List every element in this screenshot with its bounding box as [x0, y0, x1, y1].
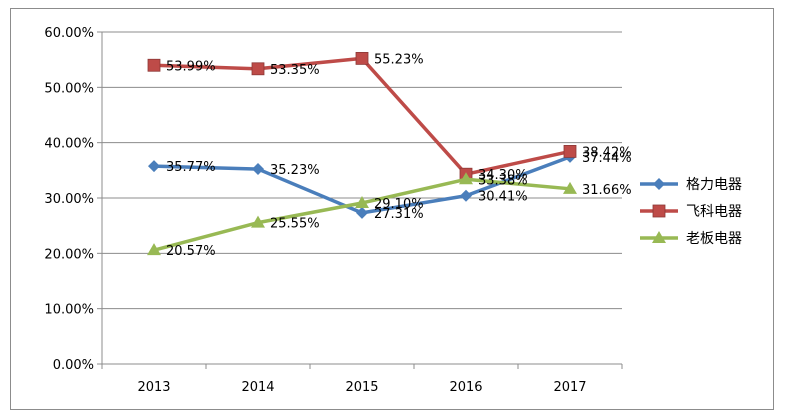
- series-line: [153, 56, 571, 176]
- legend-label: 老板电器: [686, 231, 742, 247]
- data-point-marker: [563, 145, 577, 158]
- data-point-marker: [460, 189, 472, 202]
- data-label: 38.42%: [582, 145, 632, 160]
- x-tick-label: 2017: [553, 380, 586, 395]
- data-point-marker: [252, 163, 264, 176]
- data-point-marker: [355, 51, 369, 65]
- data-label: 53.99%: [166, 59, 216, 74]
- data-labels: 35.77% 35.23% 27.31% 30.41% 37.44% 53.99% 53.3…: [166, 52, 632, 259]
- legend-label: 飞科电器: [686, 204, 742, 220]
- x-tick-label: 2015: [345, 380, 378, 395]
- data-label: 29.10%: [374, 197, 424, 212]
- data-label: 55.23%: [374, 52, 424, 67]
- data-label: 33.38%: [478, 173, 528, 188]
- data-point-marker: [355, 195, 369, 208]
- data-label: 20.57%: [166, 244, 216, 259]
- y-tick-label: 0.00%: [53, 358, 94, 373]
- data-label: 53.35%: [270, 63, 320, 78]
- legend-marker: [652, 231, 666, 243]
- series-lines: [147, 51, 577, 256]
- data-label: 30.41%: [478, 190, 528, 205]
- y-tick-label: 60.00%: [44, 26, 94, 41]
- y-tick-label: 20.00%: [44, 247, 94, 262]
- gridlines: [102, 31, 622, 310]
- data-point-marker: [251, 62, 265, 76]
- y-tick-label: 30.00%: [44, 192, 94, 207]
- data-label: 34.30%: [478, 168, 528, 183]
- data-point-marker: [147, 58, 161, 72]
- y-tick-label: 40.00%: [44, 137, 94, 152]
- x-tick-label: 2014: [241, 380, 274, 395]
- x-tick-label: 2016: [449, 380, 482, 395]
- axes: 0.00% 10.00% 20.00% 30.00% 40.00% 50.00% 60.00…: [44, 26, 623, 395]
- legend-marker: [653, 178, 665, 190]
- data-point-marker: [251, 215, 265, 228]
- data-point-marker: [563, 181, 577, 194]
- data-label: 27.31%: [374, 207, 424, 222]
- legend-marker: [652, 204, 666, 218]
- y-tick-label: 10.00%: [44, 303, 94, 318]
- y-tick-label: 50.00%: [44, 81, 94, 96]
- data-label: 37.44%: [582, 151, 632, 166]
- data-label: 35.23%: [270, 163, 320, 178]
- data-point-marker: [148, 160, 160, 173]
- data-point-marker: [459, 172, 473, 185]
- data-label: 31.66%: [582, 183, 632, 198]
- x-tick-label: 2013: [137, 380, 170, 395]
- data-point-marker: [356, 206, 368, 219]
- data-point-marker: [147, 243, 161, 256]
- legend-label: 格力电器: [686, 177, 742, 193]
- data-label: 25.55%: [270, 217, 320, 232]
- data-label: 35.77%: [166, 160, 216, 175]
